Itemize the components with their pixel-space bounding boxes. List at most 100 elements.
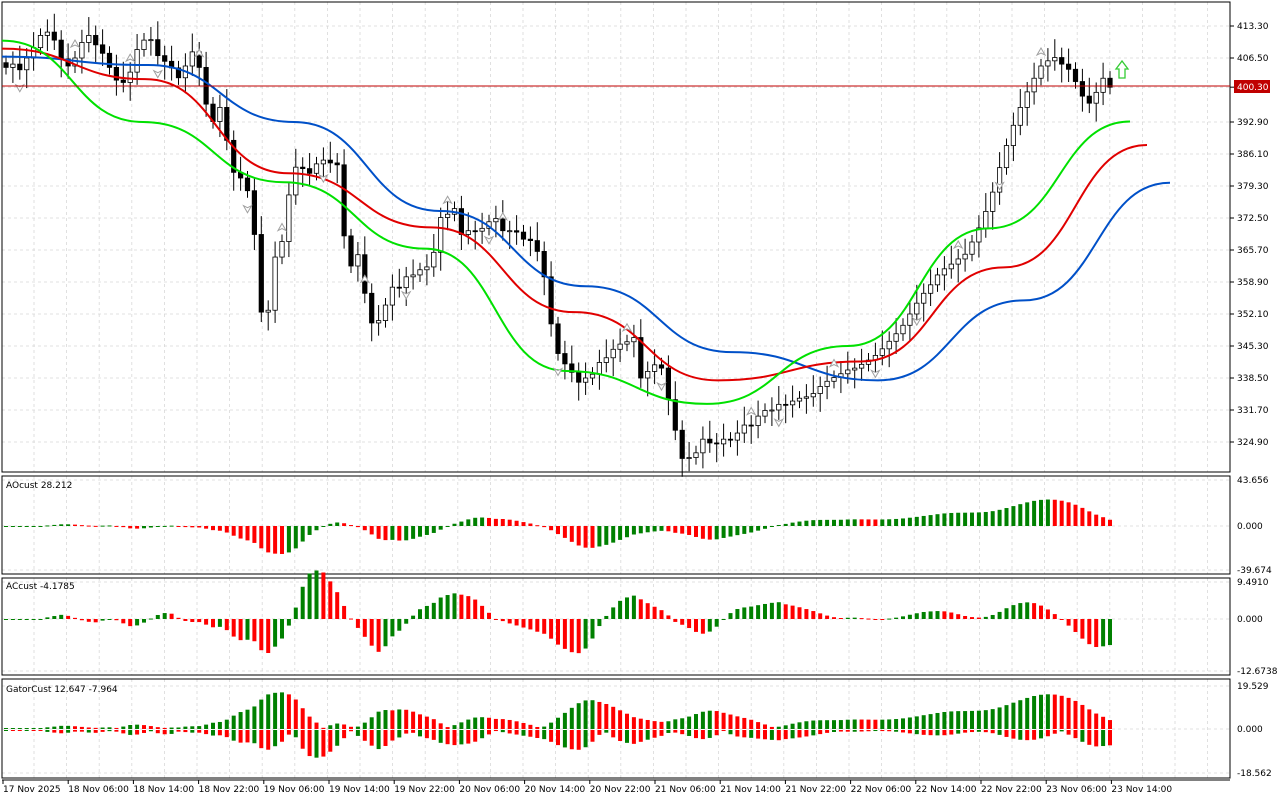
ac-histogram-bar [17,619,22,620]
candle-body [472,230,478,233]
gator-lower-bar [183,730,188,733]
gator-lower-bar [1073,730,1078,739]
ac-histogram-bar [901,616,905,619]
gator-lower-bar [542,730,547,740]
gator-upper-bar [17,728,22,729]
gator-lower-bar [148,730,153,732]
ac-histogram-bar [431,602,436,619]
gator-upper-bar [825,720,830,729]
gator-lower-bar [52,730,57,733]
gator-upper-bar [86,727,91,729]
ac-histogram-bar [300,586,305,619]
ao-histogram-bar [452,523,457,526]
time-axis-label: 19 Nov 22:00 [394,785,455,795]
ac-histogram-bar [411,615,416,619]
gator-upper-bar [1004,705,1009,729]
time-axis-label: 19 Nov 14:00 [329,785,390,795]
gator-lower-bar [1011,730,1016,739]
ac-histogram-bar [811,611,816,619]
gator-upper-bar [700,711,705,729]
ac-histogram-bar [100,619,105,621]
candle-body [769,409,775,412]
candle-body [300,166,306,169]
ao-histogram-bar [459,521,464,526]
gator-upper-bar [362,722,367,729]
gator-lower-bar [473,730,478,742]
gator-lower-bar [914,730,919,735]
gator-upper-bar [224,719,229,729]
gator-upper-bar [970,710,974,729]
ao-histogram-bar [970,512,974,526]
ao-histogram-bar [735,526,740,536]
ac-histogram-bar [376,619,381,652]
ao-histogram-bar [342,523,347,526]
candle-body [231,139,237,173]
ao-histogram-bar [238,526,243,539]
gator-upper-bar [590,700,595,729]
ac-histogram-bar [349,618,353,620]
candle-body [562,353,568,365]
gator-upper-bar [763,724,767,729]
gator-lower-bar [114,730,119,732]
candle-body [375,320,382,324]
ac-histogram-bar [418,609,422,619]
gator-lower-bar [459,730,464,745]
candle-body [527,238,534,241]
ao-histogram-bar [611,526,616,543]
time-axis-label: 20 Nov 22:00 [590,785,651,795]
gator-upper-bar [631,717,636,729]
candle-body [313,163,320,174]
ao-histogram-bar [935,514,940,526]
gator-upper-bar [990,709,995,729]
gator-upper-bar [390,710,395,729]
ao-histogram-bar [990,511,995,526]
ac-histogram-bar [625,597,629,619]
fractal-up-icon [193,48,205,58]
indicator-tick-label: 9.4910 [1237,578,1269,588]
ac-histogram-bar [342,605,347,619]
gator-lower-bar [500,730,505,733]
gator-upper-bar [556,717,560,729]
gator-lower-bar [997,730,1002,735]
gator-upper-bar [769,726,774,729]
gator-lower-bar [894,730,899,732]
indicator-tick-label: 0.000 [1237,522,1263,532]
indicator-tick-label: 0.000 [1237,615,1263,625]
ao-histogram-bar [135,526,140,529]
candle-body [389,286,396,306]
candle-body [1024,91,1030,108]
gator-upper-bar [535,726,540,729]
gator-upper-bar [1094,713,1099,729]
candle-body [955,258,961,265]
ac-histogram-bar [680,619,685,625]
gator-upper-bar [797,722,802,729]
gator-lower-bar [314,730,319,758]
time-axis-label: 23 Nov 06:00 [1046,785,1107,795]
ao-histogram-bar [217,526,222,531]
gator-lower-bar [521,730,526,736]
gator-lower-bar [273,730,278,747]
gator-upper-bar [24,728,29,729]
gator-upper-bar [859,719,864,729]
candle-body [886,340,892,350]
ao-histogram-bar [659,526,664,531]
gator-lower-bar [707,730,712,738]
candle-body [1010,124,1017,146]
gator-upper-bar [942,712,947,729]
ac-histogram-bar [590,619,595,639]
candle-body [258,234,264,313]
gator-upper-bar [1087,709,1092,729]
ao-histogram-bar [1094,514,1099,526]
ac-histogram-bar [783,604,788,619]
ac-histogram-bar [369,619,374,646]
candle-body [369,292,375,324]
ao-histogram-bar [673,526,678,533]
candle-body [265,309,271,313]
ac-histogram-bar [611,607,616,619]
panel-frame [1,577,1231,676]
ao-histogram-bar [466,519,471,526]
gator-lower-bar [73,730,77,732]
ac-histogram-bar [107,619,112,620]
gator-upper-bar [728,714,733,729]
